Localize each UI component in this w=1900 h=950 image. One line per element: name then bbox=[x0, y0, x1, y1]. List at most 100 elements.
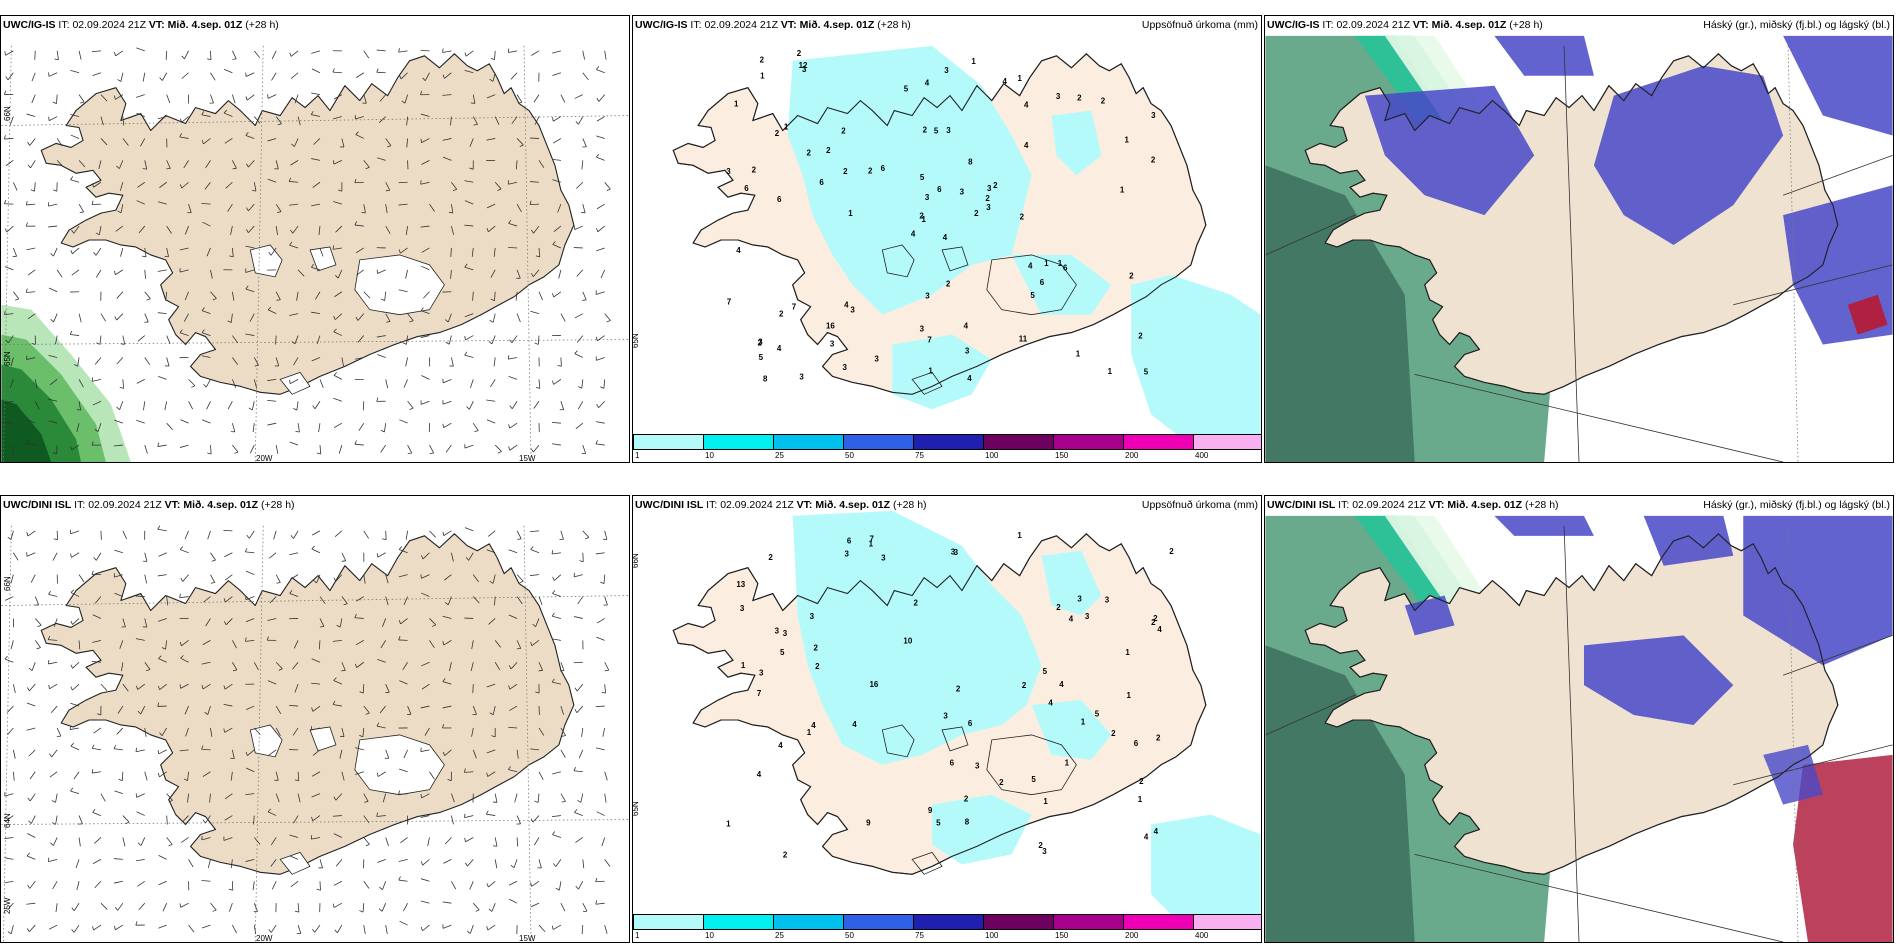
precip-value: 4 bbox=[1154, 827, 1159, 836]
precip-value: 3 bbox=[799, 373, 804, 382]
precip-value: 3 bbox=[775, 626, 780, 635]
precip-value: 3 bbox=[975, 761, 980, 770]
precip-value: 1 bbox=[1108, 367, 1113, 376]
precip-value: 4 bbox=[1069, 615, 1074, 624]
precip-value: 2 bbox=[797, 49, 802, 58]
precip-value: 2 bbox=[1056, 603, 1061, 612]
precip-value: 2 bbox=[1020, 213, 1025, 222]
panel-title: UWC/DINI ISL IT: 02.09.2024 21Z VT: Mið.… bbox=[1267, 499, 1559, 511]
precip-value: 4 bbox=[844, 301, 849, 310]
precip-value: 3 bbox=[965, 346, 970, 355]
precip-value: 3 bbox=[951, 548, 956, 557]
lon-label: 15W bbox=[519, 454, 536, 463]
precip-value: 5 bbox=[1144, 367, 1149, 376]
wind-map bbox=[1, 496, 629, 942]
precip-value: 4 bbox=[736, 246, 741, 255]
precip-value: 1 bbox=[971, 57, 976, 66]
precip-value: 3 bbox=[844, 550, 849, 559]
precip-value: 1 bbox=[1125, 648, 1130, 657]
precip-value: 1 bbox=[760, 71, 765, 80]
lon-label: 20W bbox=[256, 934, 273, 943]
cloud-map bbox=[1265, 16, 1893, 462]
precip-value: 6 bbox=[881, 164, 886, 173]
lat-label: 65N bbox=[632, 333, 640, 348]
colorbar-swatch bbox=[1123, 914, 1194, 930]
colorbar-tick: 50 bbox=[845, 451, 854, 460]
colorbar-swatch bbox=[913, 914, 984, 930]
map-panel-dini-cloud: UWC/DINI ISL IT: 02.09.2024 21Z VT: Mið.… bbox=[1264, 495, 1894, 943]
precip-value: 2 bbox=[760, 56, 765, 65]
precip-value: 2 bbox=[775, 129, 780, 138]
precip-value: 5 bbox=[934, 126, 939, 135]
precip-value: 1 bbox=[848, 209, 853, 218]
panel-subtitle: Háský (gr.), miðský (fj.bl.) og lágský (… bbox=[1703, 499, 1890, 511]
panel-subtitle: Uppsöfnuð úrkoma (mm) bbox=[1141, 19, 1258, 31]
lat-label: 66N bbox=[3, 106, 12, 121]
precip-value: 1 bbox=[726, 819, 731, 828]
colorbar-swatch bbox=[1193, 434, 1261, 450]
precip-value: 1 bbox=[807, 728, 812, 737]
panel-title: UWC/IG-IS IT: 02.09.2024 21Z VT: Mið. 4.… bbox=[635, 19, 911, 31]
precip-value: 2 bbox=[779, 309, 784, 318]
precip-value: 5 bbox=[1043, 667, 1048, 676]
precip-value: 2 bbox=[993, 181, 998, 190]
precip-value: 4 bbox=[811, 721, 816, 730]
panel-title: UWC/IG-IS IT: 02.09.2024 21Z VT: Mið. 4.… bbox=[3, 19, 279, 31]
precip-value: 3 bbox=[954, 548, 959, 557]
precip-value: 2 bbox=[919, 212, 924, 221]
colorbar-swatch bbox=[1053, 914, 1124, 930]
colorbar-swatch bbox=[1053, 434, 1124, 450]
precip-value: 6 bbox=[744, 184, 749, 193]
precip-value: 3 bbox=[802, 65, 807, 74]
precip-value: 5 bbox=[904, 85, 909, 94]
colorbar-swatch bbox=[843, 914, 914, 930]
lat-label: 64N bbox=[3, 813, 12, 828]
precip-value: 2 bbox=[964, 794, 969, 803]
precip-value: 1 bbox=[784, 122, 789, 131]
colorbar-tick: 400 bbox=[1195, 931, 1209, 940]
map-panel-ig-cloud: UWC/IG-IS IT: 02.09.2024 21Z VT: Mið. 4.… bbox=[1264, 15, 1894, 463]
colorbar-tick: 25 bbox=[775, 931, 784, 940]
precip-value: 3 bbox=[925, 292, 930, 301]
precip-value: 2 bbox=[1151, 156, 1156, 165]
precip-value: 1 bbox=[1138, 795, 1143, 804]
precip-value: 7 bbox=[927, 335, 932, 344]
precip-value: 3 bbox=[1151, 111, 1156, 120]
precip-value: 2 bbox=[913, 599, 918, 608]
precip-value: 1 bbox=[869, 540, 874, 549]
precip-value: 1 bbox=[734, 100, 739, 109]
cloud-map bbox=[1265, 496, 1893, 942]
precip-value: 7 bbox=[792, 303, 797, 312]
precip-value: 2 bbox=[956, 685, 961, 694]
precip-value: 5 bbox=[1031, 775, 1036, 784]
precip-value: 2 bbox=[946, 280, 951, 289]
precip-value: 3 bbox=[810, 612, 815, 621]
precip-value: 5 bbox=[1030, 291, 1035, 300]
colorbar-swatch bbox=[983, 914, 1054, 930]
precip-value: 1 bbox=[1044, 259, 1049, 268]
lon-label: 20W bbox=[256, 454, 273, 463]
precip-value: 12 bbox=[799, 61, 808, 70]
colorbar-tick: 1 bbox=[635, 451, 640, 460]
precip-value: 1 bbox=[1017, 74, 1022, 83]
precip-value: 2 bbox=[843, 167, 848, 176]
precip-value: 6 bbox=[847, 537, 852, 546]
precip-value: 2 bbox=[752, 166, 757, 175]
precip-value: 3 bbox=[740, 604, 745, 613]
panel-title: UWC/DINI ISL IT: 02.09.2024 21Z VT: Mið.… bbox=[635, 499, 927, 511]
precip-value: 2 bbox=[815, 662, 820, 671]
precip-value: 2 bbox=[758, 338, 763, 347]
precip-value: 4 bbox=[1024, 101, 1029, 110]
precip-value: 2 bbox=[1077, 94, 1082, 103]
precip-map: 4213331342356344328765352614642233234121… bbox=[633, 16, 1261, 462]
precip-value: 4 bbox=[1003, 77, 1008, 86]
precip-value: 2 bbox=[1169, 547, 1174, 556]
precip-value: 3 bbox=[1085, 612, 1090, 621]
colorbar-swatch bbox=[983, 434, 1054, 450]
precip-value: 6 bbox=[1134, 739, 1139, 748]
colorbar-swatch bbox=[773, 914, 844, 930]
precip-value: 2 bbox=[1156, 734, 1161, 743]
colorbar-swatch bbox=[773, 434, 844, 450]
precip-value: 4 bbox=[1144, 832, 1149, 841]
